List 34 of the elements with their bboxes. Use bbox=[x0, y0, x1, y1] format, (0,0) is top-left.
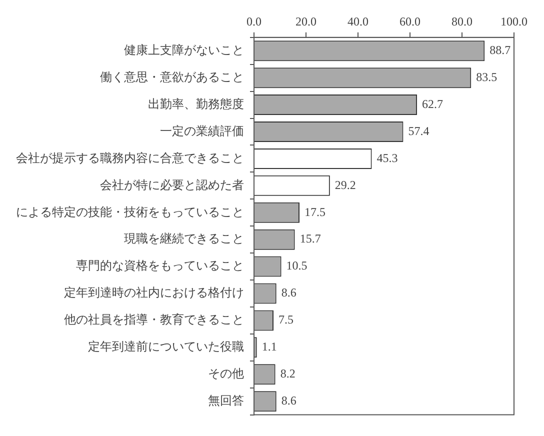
y-tick-label: 一定の業績評価 bbox=[160, 124, 244, 138]
x-tick-label: 100.0 bbox=[500, 14, 528, 28]
y-tick-label: 働く意思・意欲があること bbox=[100, 70, 244, 84]
data-label: 88.7 bbox=[490, 43, 511, 58]
x-tick-label: 0.0 bbox=[246, 14, 262, 28]
y-tick-label: 会社が提示する職務内容に合意できること bbox=[16, 150, 244, 165]
data-label: 1.1 bbox=[262, 340, 277, 354]
y-tick-label: 他の社員を指導・教育できること bbox=[64, 312, 244, 327]
y-tick-label: 会社が特に必要と認めた者 bbox=[100, 178, 244, 192]
x-tick-label: 60.0 bbox=[400, 14, 420, 28]
y-tick-label: 現職を継続できること bbox=[124, 232, 244, 246]
y-tick-label: による特定の技能・技術をもっていること bbox=[16, 204, 244, 219]
y-tick-label: 無回答 bbox=[208, 393, 244, 408]
y-tick-label: その他 bbox=[208, 366, 244, 381]
data-label: 17.5 bbox=[304, 204, 326, 219]
x-tick-label: 80.0 bbox=[452, 14, 472, 28]
data-label: 8.6 bbox=[281, 286, 296, 300]
x-tick-label: 20.0 bbox=[296, 14, 316, 28]
y-tick-label: 健康上支障がないこと bbox=[124, 43, 244, 58]
x-tick-label: 40.0 bbox=[348, 14, 368, 28]
data-label: 8.2 bbox=[280, 366, 296, 381]
y-tick-label: 定年到達時の社内における格付け bbox=[64, 286, 244, 300]
data-label: 45.3 bbox=[376, 150, 398, 165]
y-tick-label: 出勤率、勤務態度 bbox=[148, 96, 244, 111]
data-label: 15.7 bbox=[300, 232, 321, 246]
data-label: 10.5 bbox=[286, 258, 308, 273]
y-tick-label: 専門的な資格をもっていること bbox=[76, 258, 244, 273]
data-label: 8.6 bbox=[281, 393, 296, 408]
data-label: 62.7 bbox=[422, 96, 444, 111]
y-tick-label: 定年到達前についていた役職 bbox=[88, 340, 244, 354]
data-label: 29.2 bbox=[334, 178, 356, 192]
data-label: 83.5 bbox=[476, 70, 498, 84]
data-label: 57.4 bbox=[408, 124, 430, 138]
data-label: 7.5 bbox=[278, 312, 294, 327]
